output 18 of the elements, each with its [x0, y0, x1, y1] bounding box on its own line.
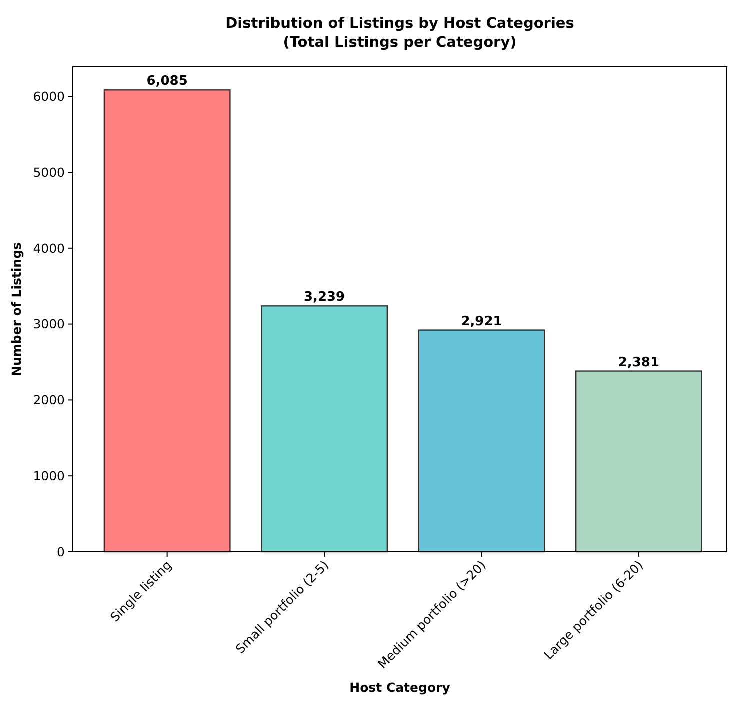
y-tick-label: 5000: [33, 164, 66, 180]
bar: [104, 90, 231, 553]
y-tick-label: 6000: [33, 88, 66, 104]
y-tick-label: 1000: [33, 468, 66, 484]
data-label: 6,085: [146, 74, 188, 90]
bar: [418, 330, 546, 553]
y-tick-label: 4000: [33, 240, 66, 256]
chart-title: Distribution of Listings by Host Categories (Total Listings per Category): [226, 16, 574, 51]
y-axis-title: Number of Listings: [9, 242, 24, 376]
data-label: 2,381: [618, 355, 660, 370]
y-tick-label: 2000: [33, 392, 66, 408]
bar: [575, 370, 702, 553]
bar: [261, 306, 388, 553]
y-tick-label: 3000: [33, 316, 66, 332]
data-label: 2,921: [461, 314, 502, 330]
y-tick-label: 0: [57, 544, 66, 560]
data-label: 3,239: [304, 290, 346, 306]
x-axis-title: Host Category: [350, 680, 450, 695]
